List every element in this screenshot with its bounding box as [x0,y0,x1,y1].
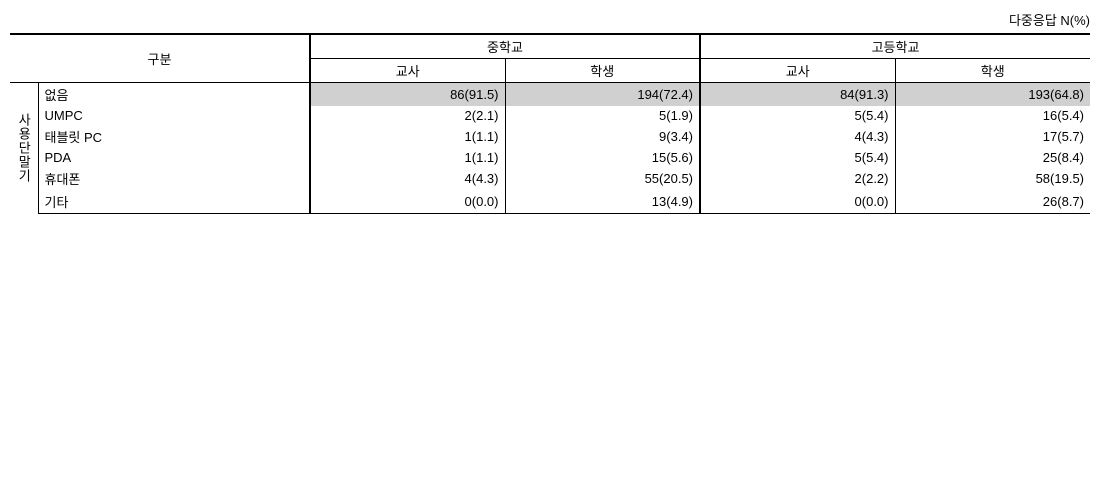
data-cell: 0(0.0) [700,190,895,214]
data-cell: 5(1.9) [505,106,700,125]
data-cell: 194(72.4) [505,83,700,107]
data-cell: 0(0.0) [310,190,505,214]
data-cell: 26(8.7) [895,190,1090,214]
header-group-highschool: 고등학교 [700,34,1090,59]
data-cell: 5(5.4) [700,148,895,167]
table-row: 휴대폰4(4.3)55(20.5)2(2.2)58(19.5) [10,167,1090,190]
data-cell: 2(2.1) [310,106,505,125]
data-cell: 193(64.8) [895,83,1090,107]
data-cell: 4(4.3) [700,125,895,148]
header-sub-student-1: 학생 [505,59,700,83]
data-cell: 5(5.4) [700,106,895,125]
header-category: 구분 [10,34,310,83]
table-row: UMPC2(2.1)5(1.9)5(5.4)16(5.4) [10,106,1090,125]
data-cell: 2(2.2) [700,167,895,190]
data-cell: 9(3.4) [505,125,700,148]
data-cell: 86(91.5) [310,83,505,107]
table-row: PDA1(1.1)15(5.6)5(5.4)25(8.4) [10,148,1090,167]
table-row: 기타0(0.0)13(4.9)0(0.0)26(8.7) [10,190,1090,214]
data-cell: 58(19.5) [895,167,1090,190]
data-cell: 1(1.1) [310,148,505,167]
header-sub-teacher-2: 교사 [700,59,895,83]
data-table: 구분 중학교 고등학교 교사 학생 교사 학생 사용단말기없음86(91.5)1… [10,33,1090,214]
data-cell: 15(5.6) [505,148,700,167]
table-row: 태블릿 PC1(1.1)9(3.4)4(4.3)17(5.7) [10,125,1090,148]
row-label: 휴대폰 [38,167,310,190]
data-cell: 84(91.3) [700,83,895,107]
header-sub-student-2: 학생 [895,59,1090,83]
data-cell: 13(4.9) [505,190,700,214]
data-cell: 17(5.7) [895,125,1090,148]
table-row: 사용단말기없음86(91.5)194(72.4)84(91.3)193(64.8… [10,83,1090,107]
row-label: UMPC [38,106,310,125]
header-group-middleschool: 중학교 [310,34,700,59]
row-label: 태블릿 PC [38,125,310,148]
data-cell: 55(20.5) [505,167,700,190]
data-cell: 1(1.1) [310,125,505,148]
row-label: PDA [38,148,310,167]
row-label: 기타 [38,190,310,214]
data-cell: 16(5.4) [895,106,1090,125]
row-label: 없음 [38,83,310,107]
data-cell: 4(4.3) [310,167,505,190]
header-sub-teacher-1: 교사 [310,59,505,83]
data-cell: 25(8.4) [895,148,1090,167]
table-caption: 다중응답 N(%) [10,10,1090,29]
section-label: 사용단말기 [10,83,38,214]
